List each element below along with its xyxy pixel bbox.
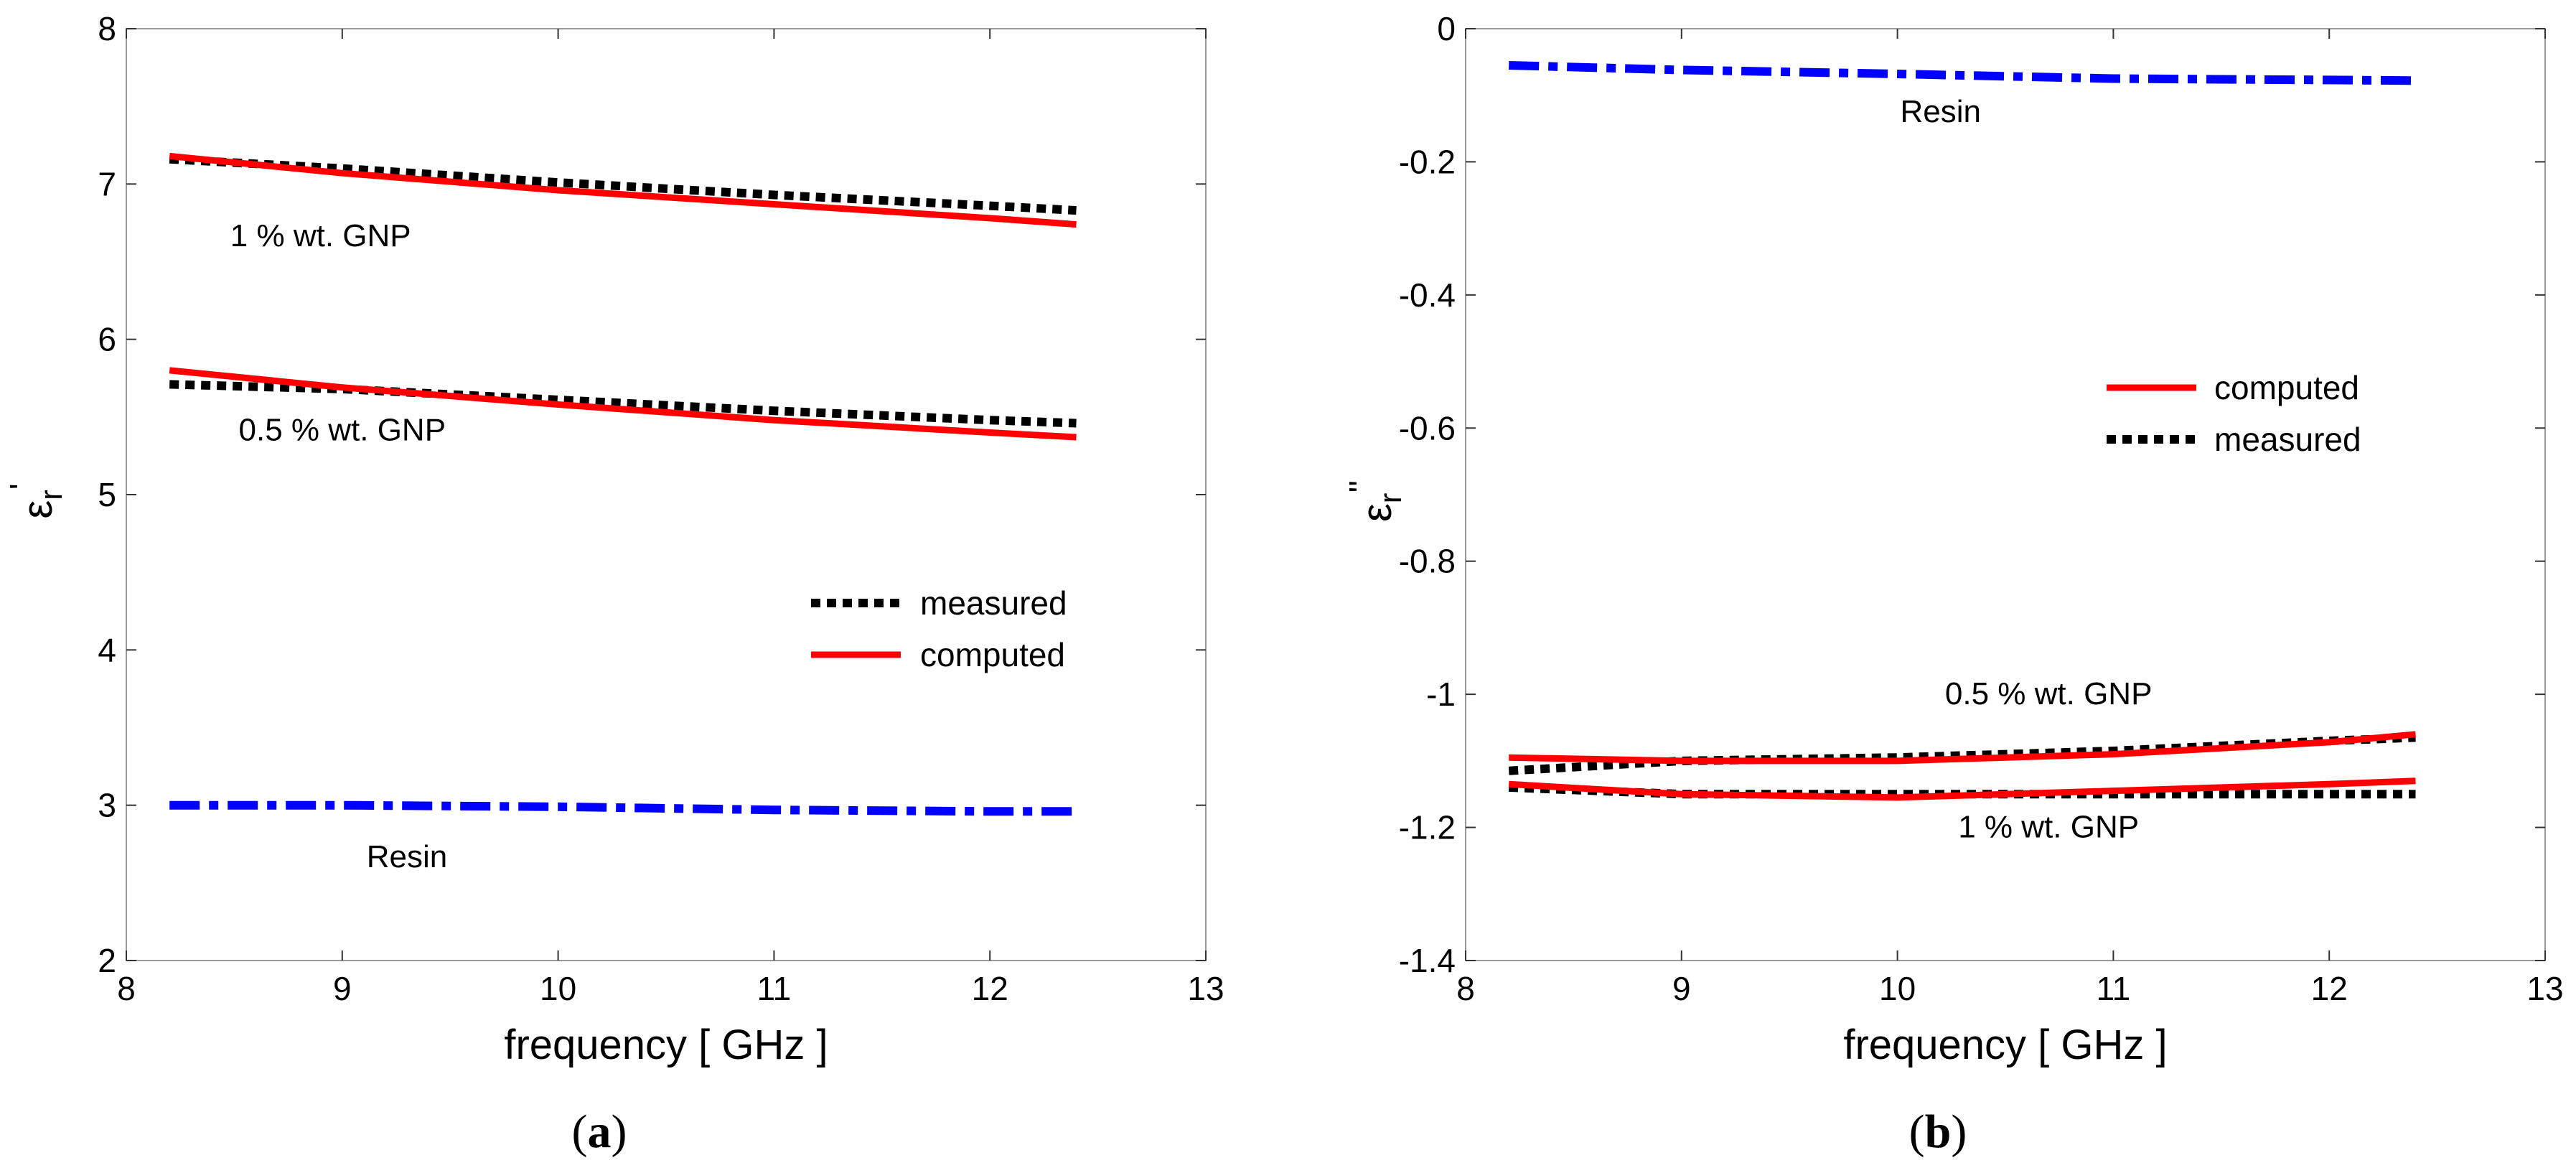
plot-frame: [1465, 28, 2546, 961]
panel-caption: (b): [1909, 1106, 1967, 1158]
legend-label-measured: measured: [920, 584, 1067, 622]
x-tick-label: 8: [1456, 970, 1475, 1007]
x-axis-label: frequency [ GHz ]: [504, 1022, 828, 1068]
series-annotation: 0.5 % wt. GNP: [239, 412, 446, 447]
chart-panel-a: 8 9 10 11 12 13 2 3 4 5 6 7 8 frequency [ GHz ] εr' 1 %…: [3, 10, 1224, 1158]
y-tick-label: 8: [98, 10, 116, 47]
x-tick-label: 11: [757, 970, 792, 1007]
y-tick-label: 4: [98, 631, 116, 668]
legend-label-computed: computed: [920, 636, 1065, 673]
series-annotation: 1 % wt. GNP: [1958, 809, 2139, 844]
y-tick-label: 6: [98, 321, 116, 358]
y-tick-label: -0.4: [1399, 276, 1456, 314]
y-tick-label: -0.6: [1399, 409, 1456, 447]
x-tick-label: 10: [540, 970, 576, 1007]
y-tick-label: -1: [1426, 676, 1456, 713]
x-tick-label: 13: [2526, 970, 2563, 1007]
series-line-computed: [1508, 777, 2416, 801]
x-axis-label: frequency [ GHz ]: [1843, 1022, 2167, 1068]
series-annotation: Resin: [367, 839, 448, 874]
y-tick-label: 2: [98, 942, 116, 979]
series-line-measured: [169, 154, 1077, 215]
y-tick-label: 7: [98, 165, 116, 202]
y-tick-label: 3: [98, 787, 116, 824]
series-line-resin: [1509, 61, 2416, 85]
x-tick-label: 9: [333, 970, 352, 1007]
series-annotation: 1 % wt. GNP: [230, 218, 411, 253]
legend-label-measured: measured: [2214, 421, 2361, 458]
legend-label-computed: computed: [2214, 369, 2359, 406]
series-line-resin: [169, 800, 1077, 816]
y-tick-label: -0.8: [1399, 543, 1456, 580]
y-axis-label: εr': [3, 483, 69, 518]
x-tick-label: 8: [117, 970, 136, 1007]
x-tick-label: 10: [1879, 970, 1916, 1007]
x-tick-label: 12: [972, 970, 1008, 1007]
x-tick-label: 12: [2311, 970, 2348, 1007]
y-tick-label: 0: [1437, 10, 1456, 47]
y-tick-label: 5: [98, 476, 116, 513]
series-annotation: 0.5 % wt. GNP: [1945, 676, 2153, 711]
series-line-computed: [169, 152, 1077, 228]
series-line-computed: [1509, 731, 2416, 765]
y-tick-label: -1.4: [1399, 942, 1456, 979]
x-tick-label: 9: [1672, 970, 1691, 1007]
y-axis-label: εr'': [1342, 480, 1408, 522]
series-line-computed: [169, 367, 1077, 441]
y-tick-label: -0.2: [1399, 143, 1456, 180]
panel-caption: (a): [572, 1106, 627, 1158]
series-annotation: Resin: [1901, 94, 1982, 129]
y-tick-label: -1.2: [1399, 809, 1456, 846]
x-tick-label: 11: [2097, 970, 2131, 1007]
series-line-measured: [169, 380, 1077, 428]
x-tick-label: 13: [1187, 970, 1224, 1007]
chart-panel-b: 8 9 10 11 12 13 -1.4 -1.2 -1 -0.8 -0.6 -0.4 -0.2 0 fre…: [1342, 10, 2564, 1158]
